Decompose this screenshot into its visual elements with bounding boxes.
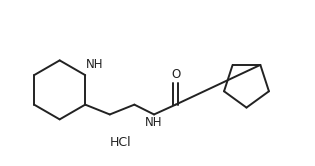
Text: O: O xyxy=(171,68,180,81)
Text: NH: NH xyxy=(145,116,163,129)
Text: HCl: HCl xyxy=(110,136,131,149)
Text: NH: NH xyxy=(86,58,104,71)
